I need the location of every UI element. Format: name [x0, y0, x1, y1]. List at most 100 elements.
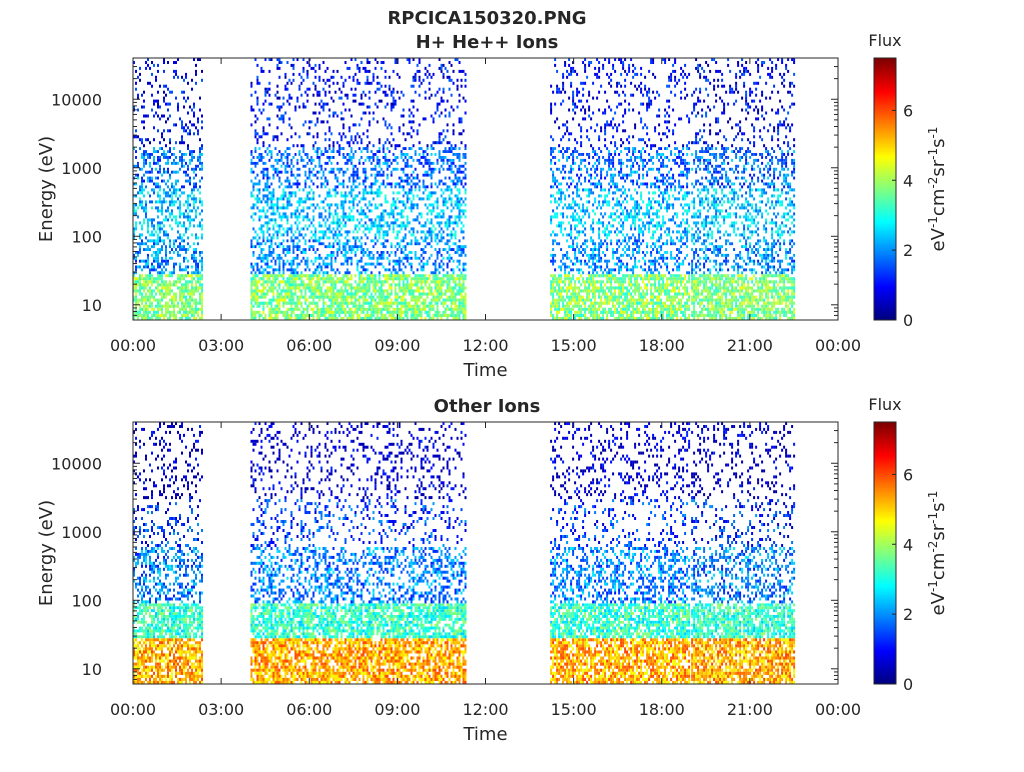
- flux-cell: [364, 283, 367, 287]
- flux-cell: [262, 188, 265, 192]
- flux-cell: [334, 295, 337, 299]
- flux-cell: [266, 194, 269, 198]
- flux-cell: [165, 286, 167, 290]
- flux-cell: [352, 245, 355, 249]
- flux-cell: [177, 108, 179, 112]
- flux-cell: [368, 251, 371, 254]
- flux-cell: [420, 286, 423, 290]
- flux-cell: [278, 292, 281, 296]
- flux-cell: [412, 218, 415, 222]
- flux-cell: [442, 63, 445, 67]
- flux-cell: [430, 307, 433, 311]
- flux-cell: [414, 72, 417, 76]
- flux-cell: [294, 283, 297, 287]
- flux-cell: [252, 203, 255, 207]
- flux-cell: [193, 58, 195, 61]
- flux-cell: [552, 289, 555, 293]
- flux-cell: [195, 164, 197, 168]
- flux-cell: [334, 173, 337, 177]
- flux-cell: [464, 176, 467, 180]
- flux-cell: [260, 230, 263, 234]
- flux-cell: [340, 221, 343, 225]
- flux-cell: [358, 161, 361, 165]
- flux-cell: [334, 259, 337, 263]
- flux-cell: [280, 197, 283, 201]
- flux-cell: [348, 206, 351, 210]
- flux-cell: [165, 310, 167, 314]
- flux-cell: [185, 289, 187, 293]
- flux-cell: [400, 227, 403, 231]
- flux-cell: [454, 277, 457, 281]
- flux-cell: [326, 310, 329, 314]
- flux-cell: [386, 182, 389, 186]
- flux-cell: [153, 251, 155, 254]
- flux-cell: [414, 239, 417, 243]
- flux-cell: [376, 191, 379, 195]
- flux-cell: [390, 206, 393, 210]
- flux-cell: [454, 144, 457, 148]
- flux-cell: [390, 102, 393, 106]
- flux-cell: [306, 191, 309, 195]
- flux-cell: [193, 224, 195, 228]
- flux-cell: [296, 236, 299, 240]
- flux-cell: [338, 307, 341, 311]
- flux-cell: [169, 310, 171, 314]
- flux-cell: [143, 283, 145, 287]
- flux-cell: [270, 206, 273, 210]
- flux-cell: [268, 117, 271, 121]
- flux-cell: [155, 304, 157, 308]
- flux-cell: [296, 304, 299, 308]
- flux-cell: [462, 129, 465, 133]
- flux-cell: [366, 310, 369, 314]
- flux-cell: [382, 265, 385, 269]
- flux-cell: [454, 58, 457, 61]
- flux-cell: [458, 301, 461, 305]
- flux-cell: [278, 310, 281, 314]
- flux-cell: [374, 280, 377, 284]
- flux-cell: [358, 316, 361, 320]
- flux-cell: [185, 283, 187, 287]
- flux-cell: [189, 218, 191, 222]
- flux-cell: [456, 224, 459, 228]
- flux-cell: [185, 286, 187, 290]
- flux-cell: [318, 289, 321, 293]
- flux-cell: [173, 242, 175, 246]
- flux-cell: [434, 280, 437, 284]
- flux-cell: [362, 182, 365, 186]
- flux-cell: [143, 310, 145, 314]
- flux-cell: [358, 307, 361, 311]
- flux-cell: [326, 194, 329, 198]
- flux-cell: [462, 176, 465, 180]
- flux-cell: [438, 135, 441, 139]
- flux-cell: [324, 102, 327, 106]
- flux-cell: [416, 242, 419, 246]
- flux-cell: [278, 242, 281, 246]
- flux-cell: [430, 144, 433, 148]
- flux-cell: [191, 298, 193, 302]
- flux-cell: [344, 78, 347, 82]
- flux-cell: [191, 218, 193, 222]
- flux-cell: [348, 271, 351, 275]
- flux-cell: [380, 283, 383, 287]
- flux-cell: [440, 259, 443, 263]
- flux-cell: [133, 298, 135, 302]
- flux-cell: [418, 221, 421, 225]
- flux-cell: [312, 93, 315, 97]
- flux-cell: [145, 259, 147, 263]
- flux-cell: [368, 158, 371, 162]
- flux-cell: [400, 304, 403, 308]
- flux-cell: [372, 304, 375, 308]
- flux-cell: [382, 90, 385, 94]
- flux-cell: [165, 230, 167, 234]
- flux-cell: [288, 147, 291, 150]
- figure-title: RPCICA150320.PNG: [387, 8, 586, 29]
- flux-cell: [250, 316, 253, 320]
- flux-cell: [276, 224, 279, 228]
- flux-cell: [442, 283, 445, 287]
- flux-cell: [161, 280, 163, 284]
- flux-cell: [157, 256, 159, 260]
- flux-cell: [450, 230, 453, 234]
- flux-cell: [193, 248, 195, 251]
- flux-cell: [201, 251, 203, 254]
- flux-cell: [394, 310, 397, 314]
